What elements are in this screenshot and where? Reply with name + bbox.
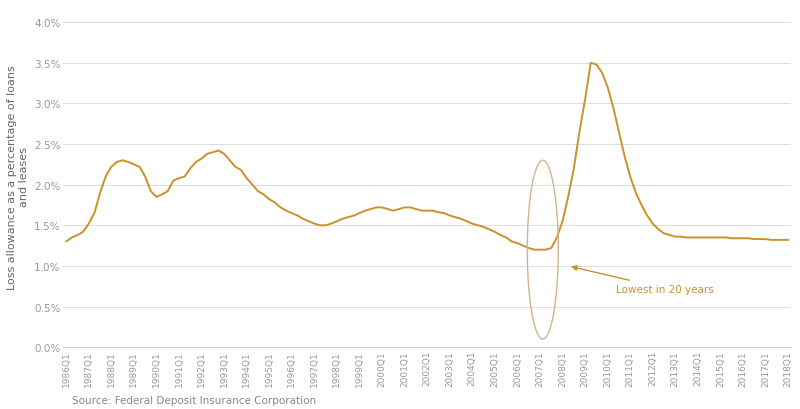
- Y-axis label: Loss allowance as a percentage of loans
and leases: Loss allowance as a percentage of loans …: [7, 65, 29, 289]
- Text: Lowest in 20 years: Lowest in 20 years: [572, 266, 714, 294]
- Text: Source: Federal Deposit Insurance Corporation: Source: Federal Deposit Insurance Corpor…: [72, 395, 316, 405]
